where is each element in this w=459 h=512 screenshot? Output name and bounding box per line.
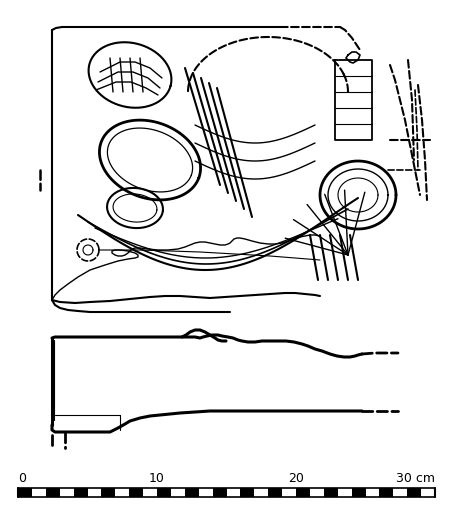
Bar [32,488,46,497]
Bar [296,488,310,497]
Bar [73,488,88,497]
Bar [393,488,407,497]
Bar [380,488,393,497]
Bar [88,488,101,497]
Bar [352,488,365,497]
Bar [129,488,143,497]
Bar [254,488,268,497]
Bar [18,488,32,497]
Text: 10: 10 [149,472,165,485]
Bar [310,488,324,497]
Bar [157,488,171,497]
Bar [226,488,241,497]
Bar [407,488,421,497]
Text: 20: 20 [288,472,304,485]
Bar [199,488,213,497]
Bar [213,488,226,497]
Bar [324,488,338,497]
Bar [46,488,60,497]
Bar [60,488,73,497]
Bar [338,488,352,497]
Text: 0: 0 [18,472,26,485]
Bar [421,488,435,497]
Bar [143,488,157,497]
Bar [115,488,129,497]
Bar [241,488,254,497]
Bar [101,488,115,497]
Bar [185,488,199,497]
Text: 30 cm: 30 cm [396,472,435,485]
Bar [268,488,282,497]
Bar [365,488,380,497]
Bar [171,488,185,497]
Bar [282,488,296,497]
